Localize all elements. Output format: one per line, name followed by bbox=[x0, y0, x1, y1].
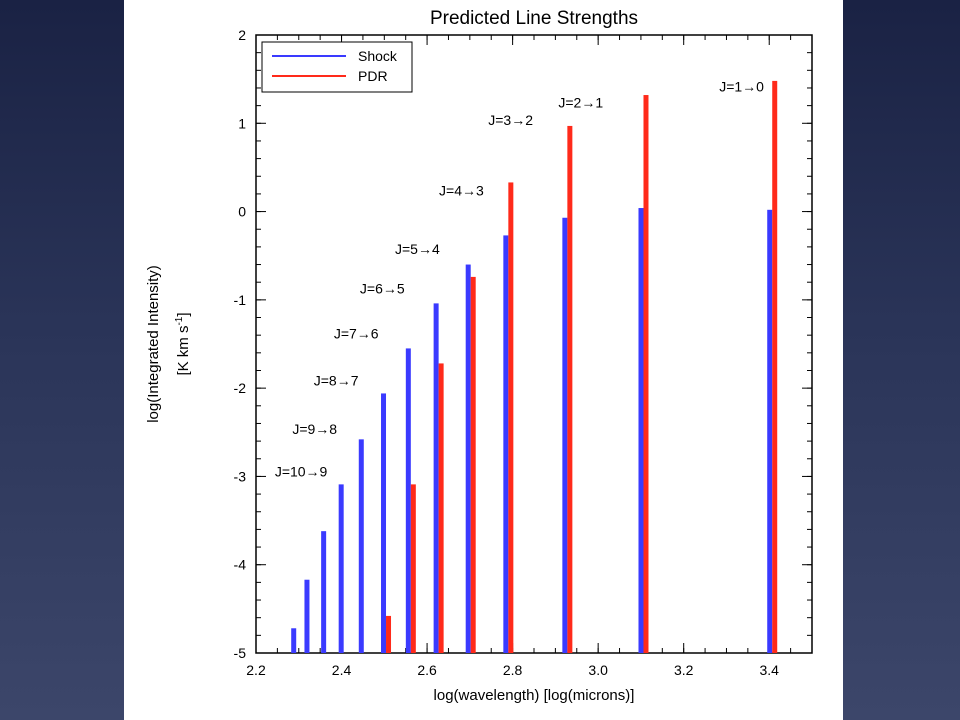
bars bbox=[291, 80, 778, 654]
annotations: J=10→9 J=9→8 J=8→7 J=7→6 J=6→5 J=5→4 J=4→3 J=3→… bbox=[275, 79, 764, 480]
y-axis-units-base: [K km s bbox=[175, 326, 192, 376]
bar-pdr bbox=[508, 182, 514, 654]
axis-ticks: 2.2 2.4 2.6 2.8 3.0 3.2 3.4 -5 -4 -3 -2 -1 0 1 2 bbox=[234, 27, 813, 678]
bar-shock bbox=[304, 579, 310, 653]
y-tick-label: 1 bbox=[238, 115, 246, 131]
transition-label: J=2→1 bbox=[558, 94, 603, 110]
y-tick-label: -2 bbox=[234, 380, 247, 396]
transition-label: J=10→9 bbox=[275, 463, 328, 479]
y-axis-label: log(Integrated Intensity) bbox=[145, 265, 162, 423]
bar-pdr bbox=[386, 615, 392, 653]
chart: Predicted Line Strengths log(wavelength)… bbox=[145, 8, 813, 704]
y-axis-units-superscript: -1 bbox=[174, 316, 185, 325]
bar-pdr bbox=[470, 276, 476, 653]
x-tick-label: 3.4 bbox=[759, 662, 779, 678]
bar-shock bbox=[638, 208, 644, 654]
transition-label: J=3→2 bbox=[488, 112, 533, 128]
bar-shock bbox=[358, 439, 364, 653]
bar-pdr bbox=[643, 95, 649, 653]
y-tick-label: -3 bbox=[234, 468, 247, 484]
x-tick-label: 2.8 bbox=[503, 662, 523, 678]
y-tick-label: -4 bbox=[234, 557, 247, 573]
bar-shock bbox=[562, 217, 568, 653]
transition-label: J=4→3 bbox=[439, 183, 484, 199]
chart-title: Predicted Line Strengths bbox=[430, 8, 638, 29]
y-axis-units-close: ] bbox=[175, 312, 192, 316]
legend-label-shock: Shock bbox=[358, 48, 398, 64]
x-tick-label: 3.2 bbox=[674, 662, 694, 678]
bar-shock bbox=[767, 209, 773, 653]
bar-shock bbox=[405, 348, 411, 653]
transition-label: J=1→0 bbox=[719, 79, 764, 95]
x-tick-label: 2.6 bbox=[417, 662, 437, 678]
slide: Predicted Line Strengths log(wavelength)… bbox=[124, 0, 843, 720]
x-tick-label: 3.0 bbox=[588, 662, 608, 678]
x-tick-label: 2.4 bbox=[332, 662, 352, 678]
bar-pdr bbox=[410, 484, 416, 653]
y-axis-units: [K km s-1] bbox=[174, 312, 192, 375]
legend: Shock PDR bbox=[261, 41, 413, 93]
bar-shock bbox=[381, 393, 387, 653]
transition-label: J=5→4 bbox=[395, 241, 440, 257]
y-tick-label: -5 bbox=[234, 645, 247, 661]
bar-pdr bbox=[567, 125, 573, 654]
transition-label: J=7→6 bbox=[334, 326, 379, 342]
y-tick-label: 2 bbox=[238, 27, 246, 43]
x-tick-label: 2.2 bbox=[246, 662, 266, 678]
bar-shock bbox=[503, 235, 509, 653]
bar-pdr bbox=[772, 80, 778, 653]
bar-shock bbox=[338, 484, 344, 653]
x-axis-label: log(wavelength) [log(microns)] bbox=[434, 687, 635, 704]
legend-box bbox=[261, 41, 413, 93]
bar-shock bbox=[291, 628, 297, 653]
legend-label-pdr: PDR bbox=[358, 68, 388, 84]
bar-shock bbox=[465, 264, 471, 653]
y-tick-label: -1 bbox=[234, 292, 247, 308]
bar-shock bbox=[321, 531, 327, 653]
transition-label: J=9→8 bbox=[292, 421, 337, 437]
transition-label: J=6→5 bbox=[360, 281, 405, 297]
bar-shock bbox=[433, 303, 439, 653]
transition-label: J=8→7 bbox=[314, 372, 359, 388]
y-tick-label: 0 bbox=[238, 204, 246, 220]
bar-pdr bbox=[438, 363, 444, 653]
